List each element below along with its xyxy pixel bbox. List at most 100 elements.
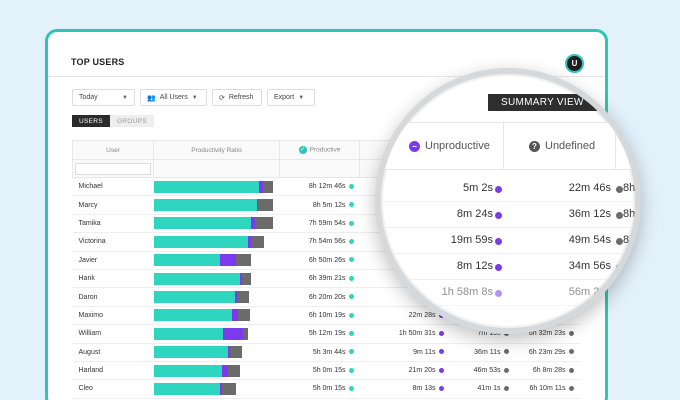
- magnified-row: 8m 12s 34m 56s 8h: [381, 254, 636, 280]
- date-filter-dropdown[interactable]: Today ▼: [72, 89, 135, 106]
- magnified-unproductive-value: 8m 24s: [456, 208, 493, 220]
- user-name-cell: Maximo: [72, 306, 154, 326]
- tab-users[interactable]: USERS: [72, 115, 110, 127]
- table-row[interactable]: Cleo 5h 0m 15s 8m 13s 41m 1s 6h 10m 11s: [72, 379, 580, 399]
- magnified-row: 8m 24s 36m 12s 8h: [381, 202, 635, 228]
- productive-segment: [153, 254, 220, 267]
- check-icon: ✓: [298, 146, 307, 154]
- productivity-ratio-cell: [153, 361, 280, 381]
- unproductive-dot: [438, 386, 444, 392]
- unproductive-dot: [495, 212, 502, 219]
- productive-dot: [348, 220, 354, 226]
- card-header: TOP USERS U: [48, 32, 605, 77]
- unproductive-time-cell: 21m 20s: [359, 361, 450, 381]
- productivity-ratio-cell: [153, 269, 280, 289]
- export-dropdown[interactable]: Export ▼: [267, 89, 315, 106]
- magnified-col-unproductive[interactable]: − Unproductive: [409, 123, 490, 169]
- magnified-col-undefined-label: Undefined: [545, 140, 596, 152]
- date-filter-label: Today: [79, 94, 98, 101]
- table-row[interactable]: August 5h 3m 44s 9m 11s 36m 11s 6h 23m 29s: [72, 343, 580, 362]
- total-dot: [568, 349, 574, 355]
- unproductive-time-cell: 1h 50m 31s: [359, 324, 450, 344]
- total-dot: [568, 330, 574, 336]
- productive-time-cell: 7h 59m 54s: [279, 214, 360, 234]
- undefined-segment: [250, 235, 264, 248]
- productivity-ratio-cell: [153, 177, 280, 197]
- productivity-ratio-cell: [153, 324, 280, 344]
- productive-segment: [153, 309, 232, 322]
- avatar[interactable]: U: [565, 54, 584, 73]
- magnified-col-undefined[interactable]: ? Undefined: [529, 123, 595, 169]
- unproductive-dot: [495, 238, 502, 245]
- tab-groups[interactable]: GROUPS: [109, 115, 154, 127]
- user-filter-input[interactable]: [75, 162, 151, 175]
- column-header-ratio[interactable]: Productivity Ratio: [153, 140, 280, 160]
- unproductive-segment: [259, 180, 263, 193]
- summary-view-badge[interactable]: SUMMARY VIEW: [488, 94, 597, 111]
- undefined-dot: [503, 349, 509, 355]
- productive-time-cell: 5h 0m 15s: [279, 379, 360, 399]
- page-title: TOP USERS: [71, 57, 125, 67]
- productivity-bar: [153, 217, 274, 230]
- productive-time-cell: 8h 12m 46s: [279, 177, 360, 197]
- undefined-segment: [237, 309, 250, 322]
- magnified-undefined-value: 49m 54s: [568, 234, 611, 246]
- productivity-ratio-cell: [153, 251, 280, 270]
- user-name-cell: August: [72, 343, 154, 362]
- magnified-row: 19m 59s 49m 54s 8h: [381, 228, 636, 254]
- unproductive-segment: [219, 254, 237, 267]
- productive-time-cell: 5h 12m 19s: [279, 324, 360, 344]
- column-header-productive[interactable]: ✓ Productive: [279, 140, 360, 160]
- magnified-header: − Unproductive ? Undefined: [381, 122, 635, 170]
- refresh-button[interactable]: ⟳ Refresh: [212, 89, 262, 106]
- productive-dot: [348, 294, 354, 300]
- total-time-cell: 6h 10m 11s: [514, 379, 580, 399]
- unproductive-dot: [438, 349, 444, 355]
- productive-dot: [348, 330, 354, 336]
- magnified-col-unproductive-label: Unproductive: [425, 140, 490, 152]
- unproductive-dot: [438, 330, 444, 336]
- productive-time-cell: 7h 54m 56s: [279, 232, 360, 252]
- productivity-ratio-cell: [153, 343, 280, 362]
- productive-dot: [348, 312, 354, 318]
- productive-dot: [348, 257, 354, 263]
- productive-segment: [153, 272, 240, 285]
- productive-dot: [348, 386, 354, 392]
- magnified-undefined-value: 36m 12s: [568, 208, 611, 220]
- undefined-dot: [616, 264, 623, 271]
- unproductive-segment: [227, 346, 231, 359]
- user-name-cell: Marcy: [72, 195, 154, 215]
- productive-time-cell: 8h 5m 12s: [279, 195, 360, 215]
- productivity-bar: [153, 272, 274, 285]
- export-label: Export: [274, 94, 295, 101]
- productive-segment: [153, 327, 224, 340]
- user-name-cell: Hank: [72, 269, 154, 289]
- unproductive-dot: [438, 367, 444, 373]
- undefined-time-cell: 41m 1s: [449, 379, 515, 399]
- undefined-dot: [503, 367, 509, 373]
- productive-segment: [153, 364, 222, 377]
- unproductive-segment: [239, 272, 243, 285]
- table-row[interactable]: Harland 5h 0m 15s 21m 20s 46m 53s 6h 8m 28s: [72, 361, 580, 381]
- productivity-ratio-cell: [153, 287, 280, 307]
- user-name-cell: Cleo: [72, 379, 154, 399]
- magnified-third-value: 8h: [623, 260, 636, 272]
- column-header-productive-label: Productive: [309, 146, 341, 154]
- magnified-unproductive-value: 19m 59s: [450, 234, 493, 246]
- column-header-user[interactable]: User: [72, 140, 154, 160]
- magnified-third-value: 8h: [623, 234, 636, 246]
- user-name-cell: Victorina: [72, 232, 154, 252]
- unproductive-segment: [231, 309, 238, 322]
- undefined-time-cell: 46m 53s: [449, 361, 515, 381]
- magnified-unproductive-value: 1h 58m 8s: [441, 286, 493, 298]
- users-filter-dropdown[interactable]: 👥 All Users ▼: [140, 89, 207, 106]
- productivity-bar: [153, 346, 274, 359]
- undefined-segment: [237, 291, 250, 304]
- undefined-dot: [616, 238, 623, 245]
- undefined-segment: [221, 382, 237, 395]
- productive-time-cell: 6h 39m 21s: [279, 269, 360, 289]
- undefined-segment: [227, 364, 240, 377]
- productive-time-cell: 5h 0m 15s: [279, 361, 360, 381]
- productivity-ratio-cell: [153, 214, 280, 234]
